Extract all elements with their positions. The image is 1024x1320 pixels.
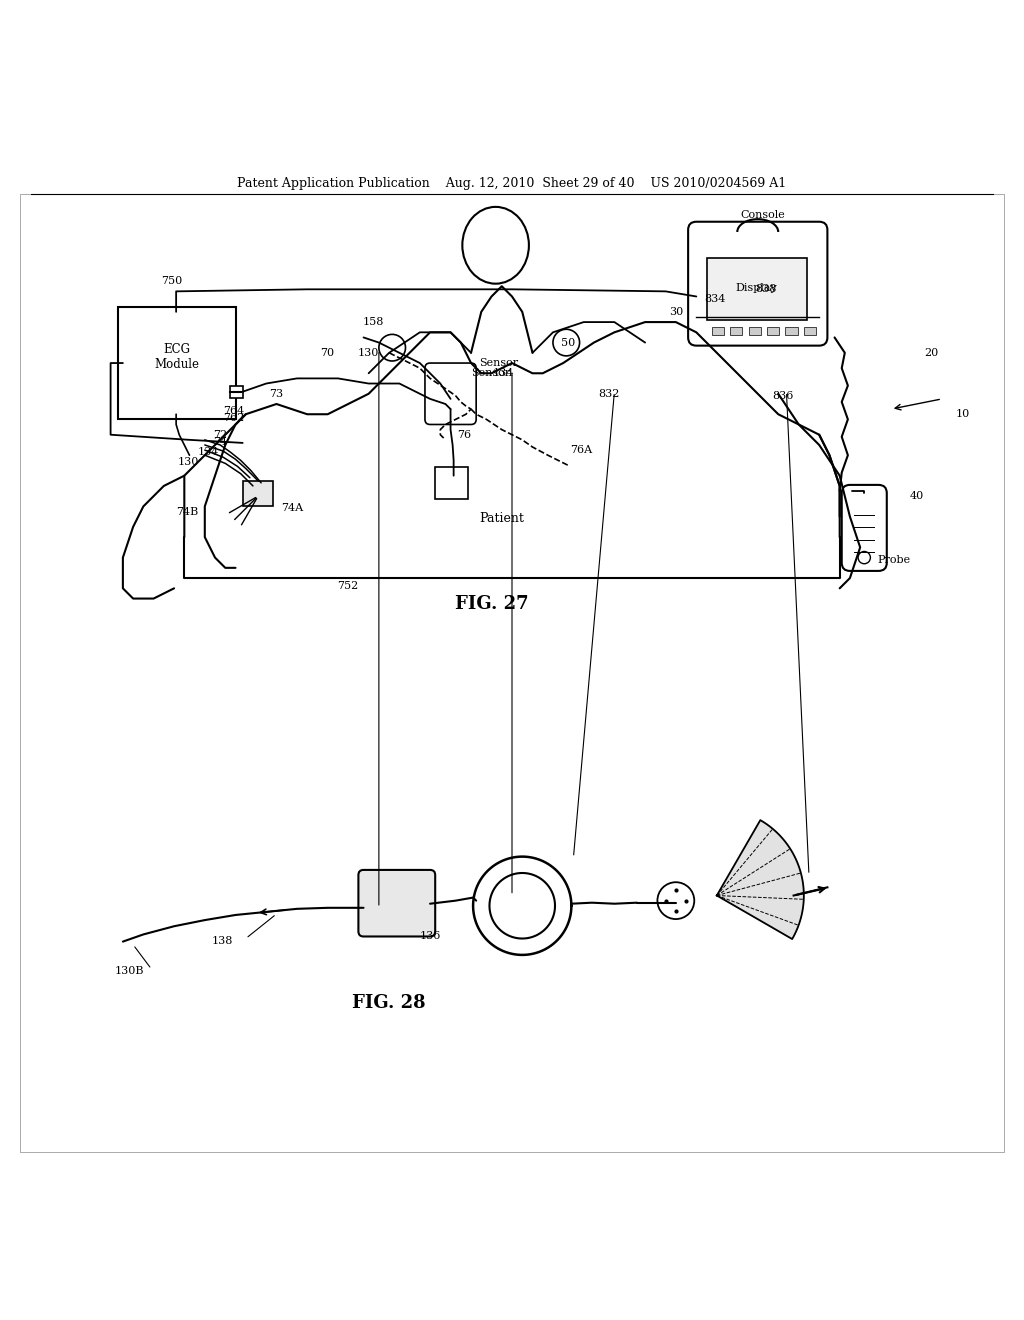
FancyBboxPatch shape — [707, 257, 807, 319]
Bar — [243, 480, 273, 507]
Text: 130B: 130B — [115, 966, 143, 977]
Text: 73: 73 — [269, 389, 284, 399]
Bar — [804, 327, 816, 335]
Text: 74B: 74B — [176, 507, 199, 516]
Text: Console: Console — [740, 210, 785, 219]
FancyBboxPatch shape — [358, 870, 435, 936]
Bar — [749, 327, 761, 335]
Text: 72: 72 — [213, 430, 227, 440]
Text: 136: 136 — [420, 932, 440, 941]
FancyBboxPatch shape — [425, 363, 476, 425]
Text: 130: 130 — [358, 347, 379, 358]
Text: 30: 30 — [669, 306, 683, 317]
Polygon shape — [717, 820, 804, 939]
Text: 838: 838 — [756, 284, 776, 294]
Text: 762: 762 — [223, 413, 245, 424]
Text: 130: 130 — [177, 457, 199, 467]
Text: 134: 134 — [198, 447, 219, 457]
Text: 834: 834 — [705, 293, 725, 304]
Text: 76A: 76A — [570, 445, 593, 455]
Text: 70: 70 — [321, 347, 335, 358]
Text: 74: 74 — [213, 437, 227, 447]
FancyBboxPatch shape — [118, 306, 236, 420]
Text: 750: 750 — [162, 276, 182, 286]
Bar — [712, 327, 724, 335]
Bar — [230, 385, 243, 397]
FancyBboxPatch shape — [435, 467, 468, 499]
Text: FIG. 27: FIG. 27 — [455, 595, 528, 612]
Circle shape — [657, 882, 694, 919]
FancyBboxPatch shape — [842, 484, 887, 572]
Text: 158: 158 — [364, 317, 384, 327]
Bar — [730, 327, 742, 335]
Text: Sensor: Sensor — [471, 368, 510, 379]
Text: 74A: 74A — [281, 503, 303, 513]
Text: 134: 134 — [494, 368, 514, 379]
Text: Patent Application Publication    Aug. 12, 2010  Sheet 29 of 40    US 2010/02045: Patent Application Publication Aug. 12, … — [238, 177, 786, 190]
FancyBboxPatch shape — [688, 222, 827, 346]
Text: ECG
Module: ECG Module — [155, 343, 199, 371]
Text: 832: 832 — [599, 389, 620, 399]
Text: 20: 20 — [925, 347, 939, 358]
Bar — [767, 327, 779, 335]
Text: 764: 764 — [223, 407, 245, 416]
Text: 752: 752 — [338, 581, 358, 591]
Bar — [785, 327, 798, 335]
Text: 836: 836 — [773, 391, 794, 401]
Text: 10: 10 — [955, 409, 970, 420]
Text: FIG. 28: FIG. 28 — [352, 994, 426, 1012]
Text: 40: 40 — [909, 491, 924, 502]
Text: Probe: Probe — [878, 554, 910, 565]
Text: 50: 50 — [561, 338, 575, 347]
Text: 138: 138 — [212, 936, 232, 945]
Text: 76: 76 — [457, 430, 471, 440]
Text: Sensor: Sensor — [479, 358, 518, 368]
Text: Display: Display — [736, 284, 777, 293]
Text: Patient: Patient — [479, 512, 524, 525]
